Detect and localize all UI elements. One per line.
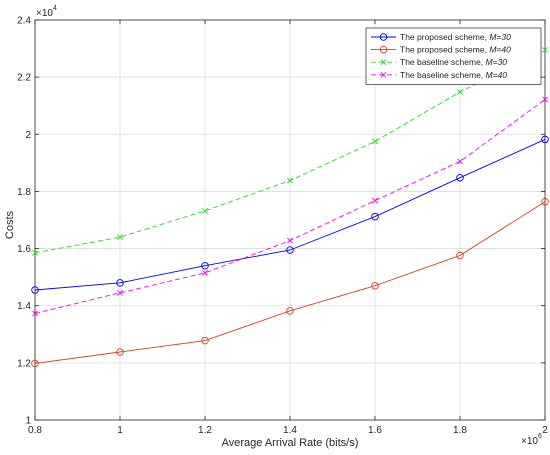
axis-ticks: 0.8 1 1.2 1.4 1.6 1.8 211.21.41.61.822.22.4	[17, 16, 548, 437]
x-exponent-label: ×10 6	[521, 433, 542, 447]
legend-item: The baseline scheme, M=30	[371, 57, 507, 67]
series-group	[31, 47, 549, 368]
x-axis-label: Average Arrival Rate (bits/s)	[222, 437, 359, 449]
data-point	[542, 47, 548, 53]
legend-item: The baseline scheme, M=40	[371, 70, 507, 80]
data-point	[541, 197, 549, 206]
x-tick-label: 1	[117, 425, 123, 436]
x-tick-label: 1.8	[453, 425, 467, 436]
series-3	[32, 47, 548, 256]
data-point	[372, 138, 378, 145]
legend-label-m: M=40	[489, 45, 511, 55]
data-point	[542, 96, 548, 103]
data-point	[201, 336, 209, 345]
legend-label: The baseline scheme, M=30	[400, 57, 507, 67]
legend-label-m: M=30	[486, 57, 508, 67]
data-point	[456, 251, 464, 260]
data-point	[456, 173, 464, 182]
data-point	[371, 212, 379, 221]
x-exponent-base: ×10	[521, 436, 538, 447]
data-point	[286, 246, 294, 254]
data-point	[116, 348, 124, 356]
series-line	[34, 139, 546, 291]
legend-label-m: M=30	[489, 32, 511, 42]
data-point	[32, 310, 38, 317]
legend-marker	[379, 33, 388, 41]
legend-marker	[380, 71, 387, 78]
data-point	[202, 269, 208, 276]
y-tick-label: 2.2	[17, 73, 31, 84]
legend-label: The proposed scheme, M=40	[400, 45, 511, 55]
y-tick-label: 1.8	[17, 187, 31, 198]
data-point	[541, 135, 549, 144]
data-point	[202, 207, 208, 214]
data-point	[287, 237, 293, 244]
x-tick-label: 1.6	[368, 425, 382, 436]
y-tick-label: 2.4	[17, 16, 31, 27]
data-point	[457, 89, 463, 95]
series-4	[32, 96, 548, 317]
y-tick-label: 1.6	[17, 244, 31, 255]
x-tick-label: 2	[542, 425, 548, 436]
data-point	[116, 279, 124, 287]
x-exponent-power: 6	[538, 433, 542, 440]
legend-item: The proposed scheme, M=30	[371, 32, 511, 42]
series-1	[31, 135, 549, 294]
data-point	[201, 261, 209, 270]
data-point	[286, 307, 294, 315]
data-point	[117, 234, 123, 241]
x-tick-label: 0.8	[28, 425, 42, 436]
y-exponent-power: 4	[53, 5, 57, 12]
series-line	[34, 201, 546, 364]
data-point	[32, 249, 38, 256]
y-tick-label: 1.2	[17, 358, 31, 369]
legend: The proposed scheme, M=30 The proposed sc…	[365, 27, 542, 85]
data-point	[371, 281, 379, 290]
x-tick-label: 1.4	[283, 425, 297, 436]
legend-label-m: M=40	[486, 70, 508, 80]
y-tick-label: 1	[25, 416, 31, 427]
legend-marker	[379, 45, 388, 54]
series-2	[31, 197, 549, 368]
data-point	[372, 197, 378, 204]
y-tick-label: 2	[25, 130, 31, 141]
legend-item: The proposed scheme, M=40	[371, 45, 511, 55]
data-point	[31, 286, 39, 294]
data-point	[457, 158, 463, 165]
data-point	[287, 177, 293, 184]
data-point	[117, 289, 123, 296]
y-exponent-base: ×10	[36, 8, 53, 19]
legend-label: The proposed scheme, M=30	[400, 32, 511, 42]
y-tick-label: 1.4	[17, 301, 31, 312]
x-tick-label: 1.2	[198, 425, 212, 436]
legend-marker	[380, 59, 387, 66]
data-point	[31, 359, 39, 368]
y-exponent-label: ×10 4	[36, 5, 57, 19]
legend-label: The baseline scheme, M=40	[400, 70, 507, 80]
y-axis-label: Costs	[4, 210, 16, 239]
